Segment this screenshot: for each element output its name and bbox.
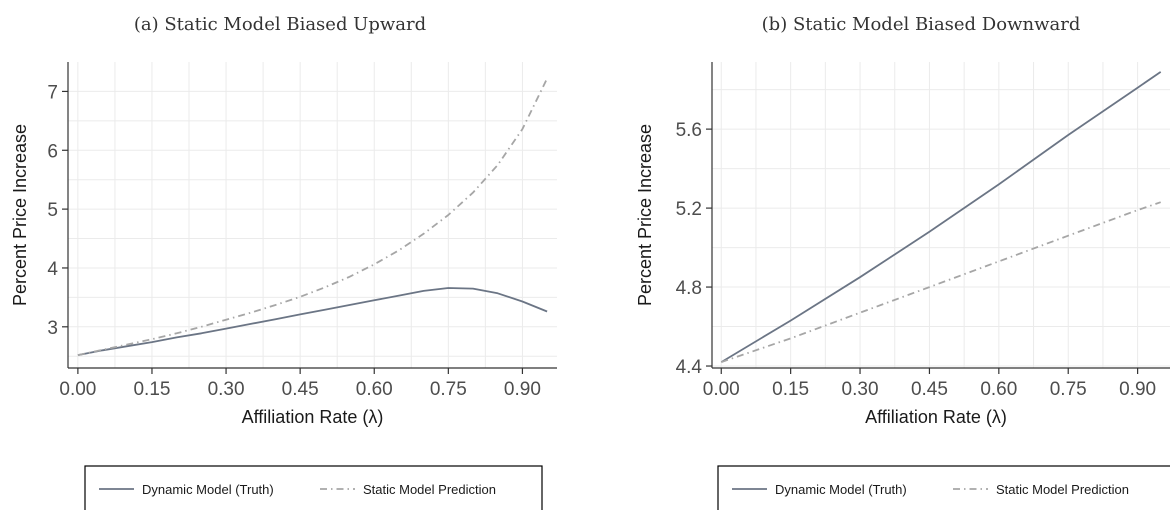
chart-a-y-tick-label: 4 — [47, 259, 58, 280]
chart-a-series-static-line — [77, 78, 548, 356]
chart-a-y-tick-label: 3 — [47, 318, 58, 339]
chart-a-x-tick-label: 0.60 — [356, 379, 393, 400]
chart-a-legend-box — [84, 465, 543, 510]
chart-a-series-dynamic-line — [77, 287, 548, 356]
chart-b-title: (b) Static Model Biased Downward — [762, 14, 1081, 35]
chart-b-y-tick-label: 4.8 — [676, 278, 702, 299]
chart-b-x-tick-label: 0.00 — [703, 379, 740, 400]
chart-b-x-tick-label: 0.75 — [1050, 379, 1087, 400]
chart-a-x-tick-label: 0.90 — [504, 379, 541, 400]
chart-b-legend-box — [717, 465, 1170, 510]
chart-a-x-tick-label: 0.75 — [430, 379, 467, 400]
chart-b-x-tick-label: 0.15 — [772, 379, 809, 400]
chart-a-x-tick-label: 0.45 — [282, 379, 319, 400]
chart-b-y-tick-label: 4.4 — [676, 357, 703, 378]
chart-b-x-tick-label: 0.45 — [911, 379, 948, 400]
chart-a-x-tick-label: 0.00 — [59, 379, 96, 400]
chart-a-x-tick-label: 0.30 — [208, 379, 245, 400]
chart-b-y-axis-label: Percent Price Increase — [635, 124, 655, 306]
chart-a-title: (a) Static Model Biased Upward — [134, 14, 426, 35]
chart-b-legend-label-static: Static Model Prediction — [996, 482, 1129, 497]
chart-b-series-static-line — [721, 201, 1161, 363]
chart-a-x-axis-label: Affiliation Rate (λ) — [242, 407, 384, 427]
chart-b-y-tick-label: 5.6 — [676, 120, 702, 141]
chart-a-legend-label-static: Static Model Prediction — [363, 482, 496, 497]
chart-a-legend-label-dynamic: Dynamic Model (Truth) — [142, 482, 274, 497]
chart-b-legend-label-dynamic: Dynamic Model (Truth) — [775, 482, 907, 497]
chart-a-x-tick-label: 0.15 — [133, 379, 170, 400]
chart-a-y-tick-label: 5 — [47, 200, 58, 221]
chart-b-series-dynamic-line — [720, 71, 1162, 363]
chart-b-x-tick-label: 0.30 — [842, 379, 879, 400]
chart-a-y-axis-label: Percent Price Increase — [10, 124, 30, 306]
chart-b-x-axis-label: Affiliation Rate (λ) — [865, 407, 1007, 427]
chart-a-y-tick-label: 7 — [47, 82, 58, 103]
chart-b-y-tick-label: 5.2 — [676, 199, 702, 220]
chart-a-y-tick-label: 6 — [47, 141, 58, 162]
chart-b-x-tick-label: 0.90 — [1119, 379, 1156, 400]
chart-b-x-tick-label: 0.60 — [980, 379, 1017, 400]
